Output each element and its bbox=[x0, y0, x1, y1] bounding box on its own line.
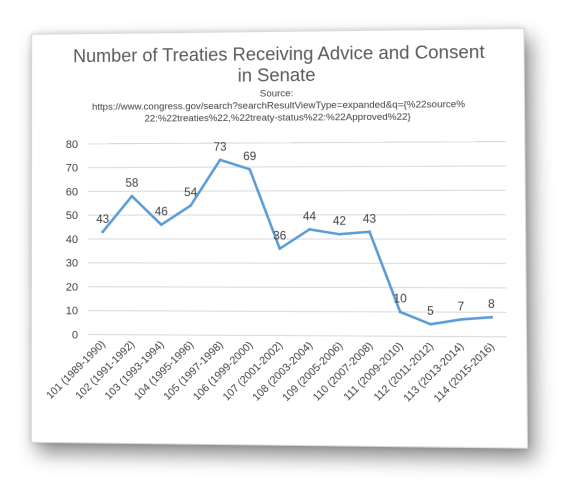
data-point bbox=[189, 204, 193, 207]
data-label: 7 bbox=[458, 301, 465, 313]
series-line bbox=[103, 159, 492, 325]
data-label: 58 bbox=[125, 178, 138, 190]
y-axis-ticks: 0 10 20 30 40 50 60 70 80 bbox=[66, 139, 78, 342]
data-point bbox=[308, 227, 311, 231]
line-chart: Number of Treaties Receiving Advice and … bbox=[45, 42, 527, 405]
data-label: 42 bbox=[333, 216, 346, 228]
source-line-2: https://www.congress.gov/search?searchRe… bbox=[92, 99, 466, 113]
gridline-80 bbox=[88, 142, 505, 144]
data-point bbox=[218, 158, 222, 162]
y-tick-label: 80 bbox=[66, 139, 78, 151]
gridline-70 bbox=[88, 166, 505, 168]
data-point bbox=[278, 247, 282, 251]
gridline-20 bbox=[88, 287, 506, 288]
data-labels: 43 58 46 54 73 69 36 44 42 43 10 5 7 8 bbox=[96, 142, 495, 318]
y-tick-label: 0 bbox=[72, 329, 78, 341]
data-label: 36 bbox=[273, 230, 286, 242]
data-label: 43 bbox=[96, 214, 109, 226]
gridline-60 bbox=[88, 190, 506, 191]
y-tick-label: 10 bbox=[66, 305, 78, 317]
x-axis-ticks: 101 (1989-1990)102 (1991-1992)103 (1993-… bbox=[45, 339, 497, 405]
data-point bbox=[338, 232, 341, 236]
y-tick-label: 70 bbox=[66, 163, 78, 175]
data-label: 10 bbox=[393, 293, 406, 305]
data-point bbox=[398, 310, 402, 314]
chart-title-line-2: in Senate bbox=[238, 65, 316, 86]
gridlines bbox=[88, 142, 507, 337]
chart-card: Number of Treaties Receiving Advice and … bbox=[30, 27, 529, 449]
data-label: 44 bbox=[303, 211, 317, 223]
data-point bbox=[368, 230, 372, 234]
gridline-0 bbox=[88, 334, 507, 336]
y-tick-label: 50 bbox=[66, 210, 78, 222]
data-label: 73 bbox=[214, 142, 227, 154]
y-tick-label: 60 bbox=[66, 186, 78, 198]
data-point bbox=[100, 229, 104, 233]
gridline-30 bbox=[88, 263, 506, 264]
y-tick-label: 20 bbox=[66, 282, 78, 294]
y-tick-label: 40 bbox=[66, 234, 78, 246]
source-line-1: Source: bbox=[260, 88, 294, 99]
gridline-10 bbox=[88, 311, 507, 313]
data-label: 5 bbox=[427, 306, 434, 318]
series-layer bbox=[100, 157, 493, 326]
data-label: 43 bbox=[363, 213, 376, 225]
data-label: 69 bbox=[243, 151, 256, 163]
chart-title-line-1: Number of Treaties Receiving Advice and … bbox=[73, 42, 485, 67]
data-label: 46 bbox=[155, 207, 168, 219]
y-tick-label: 30 bbox=[66, 258, 78, 270]
source-line-3: 22:%22treaties%22,%22treaty-status%22:%2… bbox=[145, 112, 411, 125]
data-label: 54 bbox=[184, 187, 198, 199]
data-point bbox=[129, 193, 133, 197]
data-point bbox=[248, 167, 252, 171]
data-label: 8 bbox=[488, 299, 495, 311]
data-point bbox=[159, 223, 163, 227]
